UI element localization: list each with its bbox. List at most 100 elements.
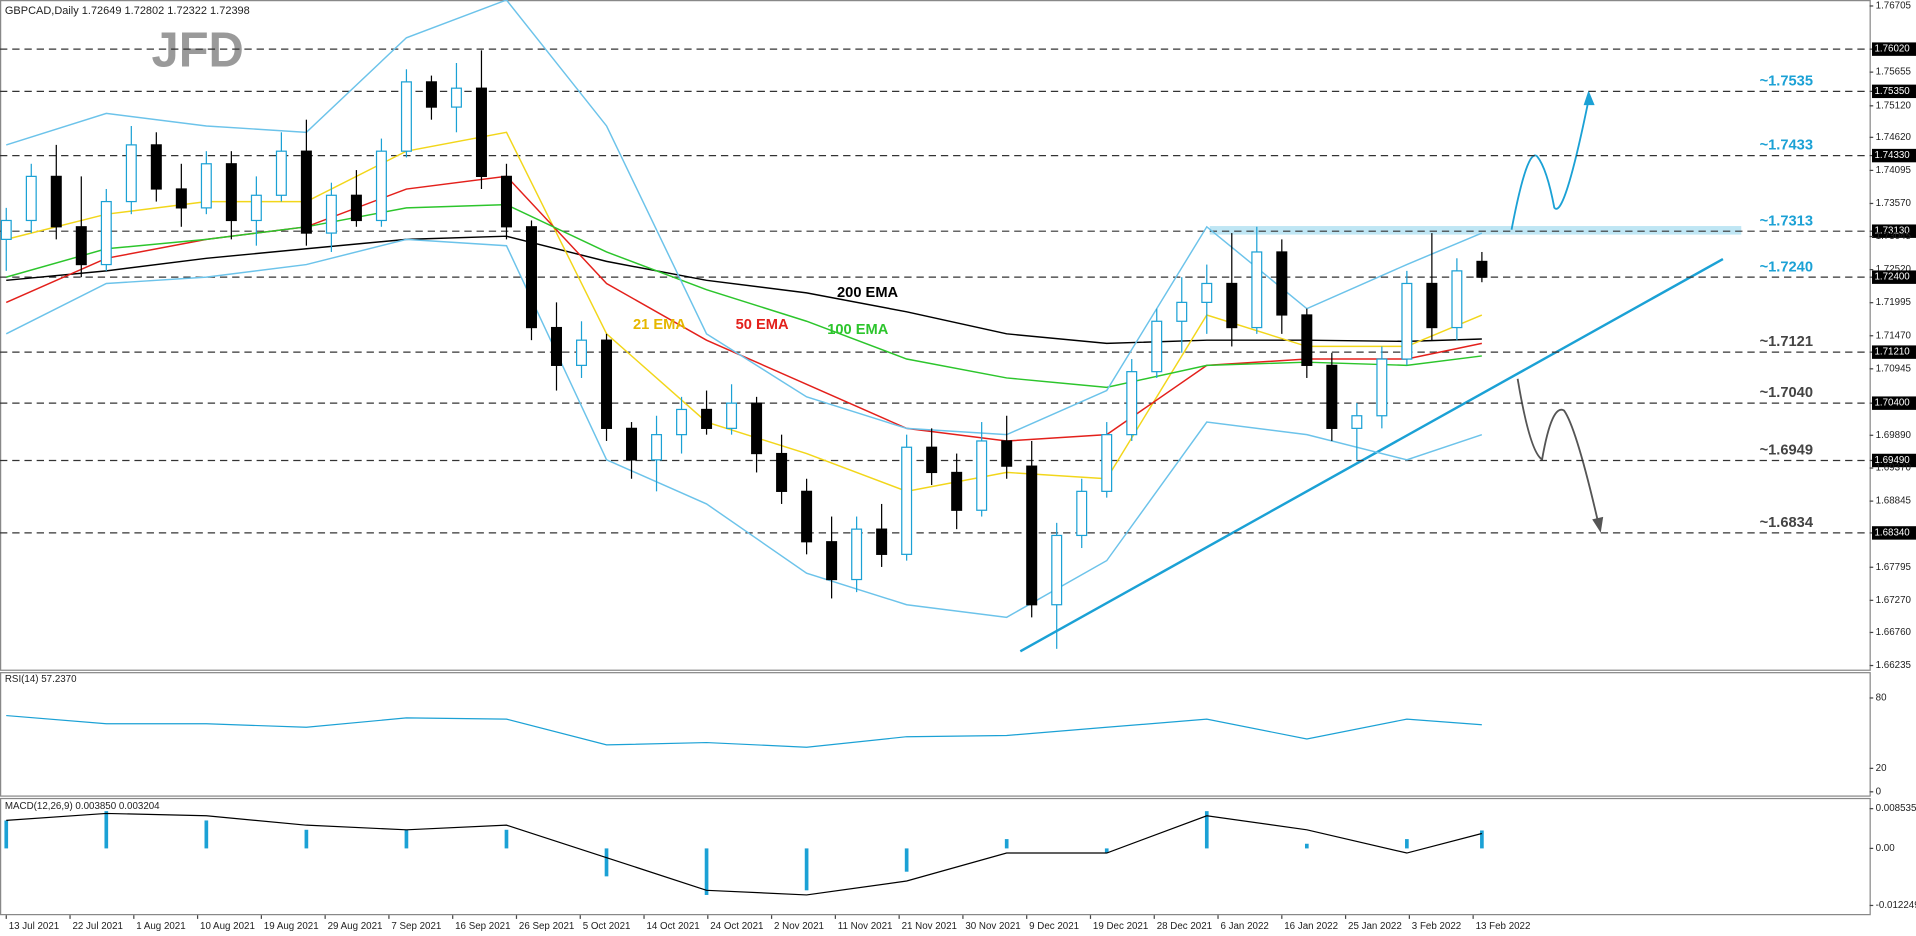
macd-panel (0, 797, 1871, 916)
macd-bar (1480, 830, 1484, 849)
y-tick-label: 1.68845 (1876, 496, 1912, 507)
candle-body (100, 200, 112, 266)
macd-bar (4, 820, 9, 849)
x-tick-label: 3 Feb 2022 (1412, 921, 1461, 932)
x-tick-label: 19 Aug 2021 (264, 921, 319, 932)
y-tick-label: 1.71995 (1876, 297, 1912, 308)
y-tick-label: 1.67795 (1876, 562, 1912, 573)
x-tick-label: 6 Jan 2022 (1220, 921, 1268, 932)
candle-body (1301, 314, 1313, 366)
x-tick-label: 13 Jul 2021 (9, 921, 59, 932)
candle-body (25, 175, 37, 222)
main-panel (0, 0, 1871, 671)
candle-body (175, 188, 187, 209)
candle-body (851, 528, 863, 581)
series-label: 21 EMA (633, 317, 686, 333)
y-tick-label: 1.72400 (1874, 272, 1910, 283)
band-line (5, 238, 1483, 619)
candle-body (475, 87, 487, 177)
candle-body (1276, 251, 1288, 316)
candle-body (801, 490, 813, 543)
candle-body (751, 402, 763, 455)
x-tick-label: 1 Aug 2021 (136, 921, 185, 932)
candle-body (701, 408, 713, 429)
macd-bar (1405, 839, 1409, 849)
x-tick-label: 22 Jul 2021 (72, 921, 123, 932)
candle-body (450, 87, 462, 108)
macd-bar (604, 848, 609, 877)
y-tick-label: 1.66235 (1876, 660, 1912, 671)
macd-bar (404, 829, 409, 849)
y-tick-label: 1.74620 (1876, 132, 1912, 143)
macd-bar (904, 848, 909, 872)
y-tick-label: 0 (1876, 786, 1882, 797)
candle-body (776, 452, 788, 492)
macd-bar (1104, 848, 1109, 854)
macd-bar (1204, 811, 1209, 849)
x-tick-label: 11 Nov 2021 (838, 921, 893, 932)
candle-body (375, 150, 387, 222)
y-tick-label: 1.76705 (1876, 1, 1912, 12)
level-annotation: ~1.7040 (1760, 385, 1813, 401)
series-label: 50 EMA (736, 317, 789, 333)
candle-body (75, 226, 87, 266)
level-annotation: ~1.7535 (1760, 73, 1813, 89)
bull-arrowhead (1583, 90, 1595, 106)
y-tick-label: -0.012249 (1876, 900, 1916, 911)
y-tick-highlight (1872, 148, 1916, 163)
y-tick-label: 1.69490 (1874, 455, 1910, 466)
candle-body (826, 541, 838, 581)
level-annotation: ~1.6949 (1760, 443, 1813, 459)
x-tick-label: 16 Sep 2021 (455, 921, 510, 932)
y-tick-label: 1.69370 (1876, 463, 1912, 474)
candle-body (350, 194, 362, 222)
macd-title: MACD(12,26,9) 0.003850 0.003204 (5, 801, 160, 812)
x-tick-label: 30 Nov 2021 (965, 921, 1020, 932)
candle-body (425, 81, 437, 108)
y-tick-label: 1.72520 (1876, 264, 1912, 275)
x-tick-label: 2 Nov 2021 (774, 921, 824, 932)
x-tick-label: 26 Sep 2021 (519, 921, 574, 932)
candle-body (901, 446, 913, 555)
y-tick-label: 1.66760 (1876, 627, 1912, 638)
candle-body (676, 408, 688, 436)
level-annotation: ~1.7240 (1760, 259, 1813, 275)
candle-body (1026, 465, 1038, 606)
candle-body (1076, 490, 1088, 537)
candle-body (200, 163, 212, 209)
macd-bar (504, 829, 509, 849)
y-tick-label: 0.008535 (1876, 803, 1916, 814)
y-tick-label: 1.71470 (1876, 330, 1912, 341)
x-tick-label: 24 Oct 2021 (710, 921, 763, 932)
candle-body (1326, 364, 1338, 429)
y-tick-highlight (1872, 270, 1916, 284)
candle-body (1251, 251, 1263, 329)
x-tick-label: 25 Jan 2022 (1348, 921, 1402, 932)
candle-body (50, 175, 62, 228)
candle-body (1151, 320, 1163, 373)
chart-title: GBPCAD,Daily 1.72649 1.72802 1.72322 1.7… (5, 5, 250, 17)
level-annotation: ~1.7433 (1760, 138, 1813, 154)
y-tick-label: 1.74330 (1874, 150, 1910, 161)
candle-body (250, 194, 262, 222)
x-tick-label: 10 Aug 2021 (200, 921, 255, 932)
signal-line (6, 812, 1482, 896)
candle-body (525, 226, 537, 329)
candle-body (926, 446, 938, 474)
macd-bar (804, 848, 809, 891)
y-tick-label: 1.76020 (1874, 44, 1910, 55)
candle-body (400, 81, 412, 152)
candle-body (300, 150, 312, 234)
y-tick-highlight (1872, 453, 1916, 468)
candle-body (1001, 440, 1013, 467)
candle-body (1426, 282, 1438, 329)
y-tick-highlight (1872, 345, 1916, 359)
resistance-zone (1209, 226, 1742, 235)
candle-body (225, 163, 237, 222)
y-tick-highlight (1872, 42, 1916, 56)
macd-bar (1004, 839, 1009, 849)
candle-body (601, 339, 613, 429)
candle-body (876, 528, 888, 555)
